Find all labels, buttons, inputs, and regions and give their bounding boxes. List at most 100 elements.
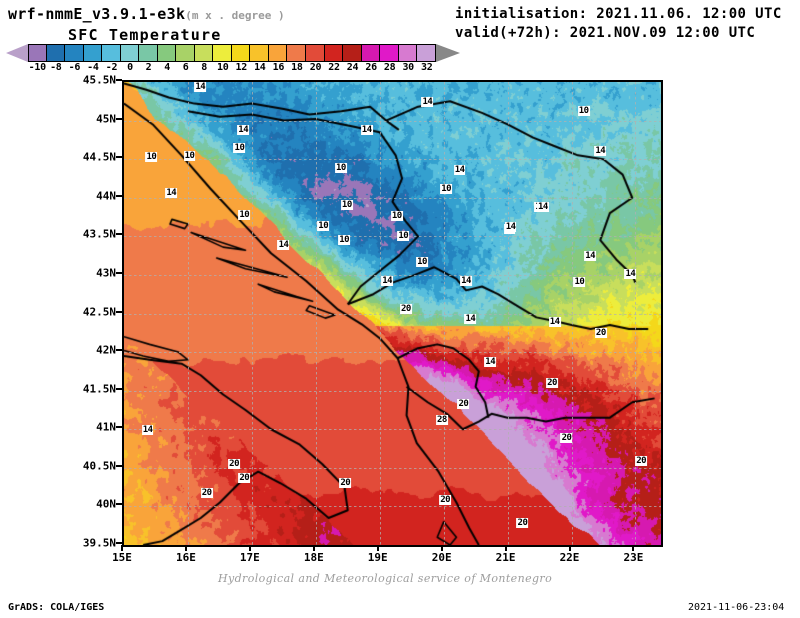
latitude-tick-label: 43N bbox=[96, 266, 116, 280]
latitude-tick-mark bbox=[116, 79, 122, 81]
longitude-tick-mark bbox=[632, 545, 635, 551]
contour-label: 20 bbox=[439, 495, 452, 506]
longitude-tick-mark bbox=[184, 545, 187, 551]
longitude-tick-mark bbox=[440, 545, 443, 551]
contour-label: 10 bbox=[573, 277, 586, 288]
latitude-tick-mark bbox=[116, 503, 122, 506]
latitude-tick-label: 40.5N bbox=[82, 459, 116, 473]
latitude-tick-mark bbox=[116, 310, 122, 313]
colorbar-tick-label: 30 bbox=[402, 62, 414, 73]
colorbar-tick-label: 16 bbox=[272, 62, 285, 73]
colorbar: -10 -8 -6 -4 -2 0 2 4 6 8 10 12 14 16 18 20 22 24 26 28 30 32 bbox=[3, 44, 463, 74]
colorbar-tick-label: 28 bbox=[383, 62, 396, 73]
colorbar-swatch bbox=[102, 44, 121, 62]
longitude-tick-mark bbox=[504, 545, 507, 551]
colorbar-tick-label: 10 bbox=[216, 62, 229, 73]
contour-label: 10 bbox=[238, 209, 251, 220]
generation-timestamp: 2021-11-06-23:04 bbox=[688, 602, 785, 613]
colorbar-tick-label: 12 bbox=[235, 62, 248, 73]
longitude-tick-label: 21E bbox=[495, 551, 516, 564]
colorbar-swatch bbox=[194, 44, 214, 62]
longitude-tick-label: 19E bbox=[367, 551, 388, 564]
latitude-tick-mark bbox=[116, 156, 122, 159]
map-gridlines bbox=[124, 82, 661, 545]
latitude-tick-label: 45.5N bbox=[82, 73, 116, 87]
colorbar-bottom-rule bbox=[28, 61, 436, 62]
contour-label: 14 bbox=[536, 202, 549, 212]
longitude-tick-label: 20E bbox=[431, 551, 452, 564]
model-title: wrf-nmmE_v3.9.1-e3k(m x . degree ) bbox=[8, 5, 285, 23]
colorbar-swatch bbox=[417, 44, 436, 62]
colorbar-swatch bbox=[305, 44, 325, 62]
latitude-tick-label: 41N bbox=[96, 420, 116, 434]
contour-label: 14 bbox=[381, 276, 394, 287]
contour-label: 20 bbox=[516, 517, 529, 528]
colorbar-swatch bbox=[324, 44, 344, 62]
colorbar-swatch bbox=[250, 44, 269, 62]
latitude-tick-mark bbox=[116, 117, 122, 120]
contour-label: 14 bbox=[460, 276, 472, 287]
colorbar-swatch bbox=[398, 44, 418, 62]
contour-label: 10 bbox=[183, 151, 196, 162]
colorbar-swatch bbox=[287, 44, 306, 62]
colorbar-top-rule bbox=[28, 44, 436, 45]
contour-label: 10 bbox=[340, 200, 353, 211]
contour-label: 20 bbox=[228, 459, 240, 470]
contour-label: 14 bbox=[484, 357, 497, 368]
contour-label: 10 bbox=[390, 211, 403, 222]
colorbar-swatch bbox=[231, 44, 251, 62]
contour-label: 20 bbox=[238, 472, 251, 483]
contour-label: 14 bbox=[194, 82, 207, 93]
colorbar-swatch bbox=[46, 44, 66, 62]
map-plot-frame: 1414141410101010101414101410101014101010… bbox=[122, 80, 663, 547]
latitude-tick-label: 42N bbox=[96, 343, 116, 357]
colorbar-swatch bbox=[213, 44, 232, 62]
latitude-tick-mark bbox=[116, 464, 122, 467]
latitude-tick-mark bbox=[116, 349, 122, 352]
gridline-latitude bbox=[124, 352, 661, 354]
contour-label: 20 bbox=[546, 377, 558, 388]
gridline-latitude bbox=[124, 120, 661, 122]
colorbar-tick-label: -4 bbox=[87, 62, 99, 73]
contour-label: 14 bbox=[360, 125, 373, 136]
colorbar-swatch bbox=[83, 44, 103, 62]
gridline-latitude bbox=[124, 506, 661, 508]
colorbar-swatch bbox=[380, 44, 399, 62]
contour-label: 14 bbox=[237, 125, 250, 136]
colorbar-tick-label: -10 bbox=[28, 62, 46, 73]
contour-label: 10 bbox=[335, 162, 347, 173]
colorbar-swatch bbox=[176, 44, 195, 62]
contour-label: 14 bbox=[624, 269, 637, 280]
colorbar-swatch bbox=[343, 44, 362, 62]
colorbar-tick-label: 2 bbox=[145, 62, 152, 73]
contour-label: 20 bbox=[400, 303, 412, 314]
gridline-latitude bbox=[124, 236, 661, 238]
contour-label: 10 bbox=[416, 256, 428, 267]
latitude-tick-label: 44N bbox=[96, 189, 116, 203]
longitude-tick-mark bbox=[312, 545, 315, 551]
contour-label: 10 bbox=[397, 231, 410, 242]
colorbar-swatch bbox=[139, 44, 158, 62]
contour-label-layer: 1414141410101010101414101410101014101010… bbox=[124, 82, 661, 545]
colorbar-tick-label: 0 bbox=[127, 62, 133, 73]
latitude-tick-mark bbox=[116, 194, 122, 197]
latitude-tick-label: 42.5N bbox=[82, 305, 116, 318]
latitude-tick-label: 39.5N bbox=[82, 536, 116, 550]
contour-label: 20 bbox=[457, 398, 470, 409]
valid-time-line: valid(+72h): 2021.NOV.09 12:00 UTC bbox=[455, 25, 756, 41]
latitude-tick-label: 41.5N bbox=[82, 382, 116, 396]
longitude-tick-label: 22E bbox=[559, 551, 580, 564]
contour-label: 14 bbox=[277, 239, 290, 250]
contour-label: 14 bbox=[504, 221, 517, 232]
colorbar-tick-label: 24 bbox=[346, 62, 359, 73]
longitude-tick-mark bbox=[376, 545, 379, 551]
colorbar-swatch bbox=[361, 44, 381, 62]
gridline-latitude bbox=[124, 313, 661, 315]
field-title: SFC Temperature bbox=[68, 26, 222, 44]
colorbar-tick-label: 4 bbox=[164, 62, 170, 73]
colorbar-tick-label: 32 bbox=[420, 62, 433, 73]
colorbar-tick-label: -8 bbox=[50, 62, 62, 73]
colorbar-swatch bbox=[268, 44, 288, 62]
longitude-tick-mark bbox=[568, 545, 571, 551]
contour-label: 14 bbox=[421, 96, 434, 107]
